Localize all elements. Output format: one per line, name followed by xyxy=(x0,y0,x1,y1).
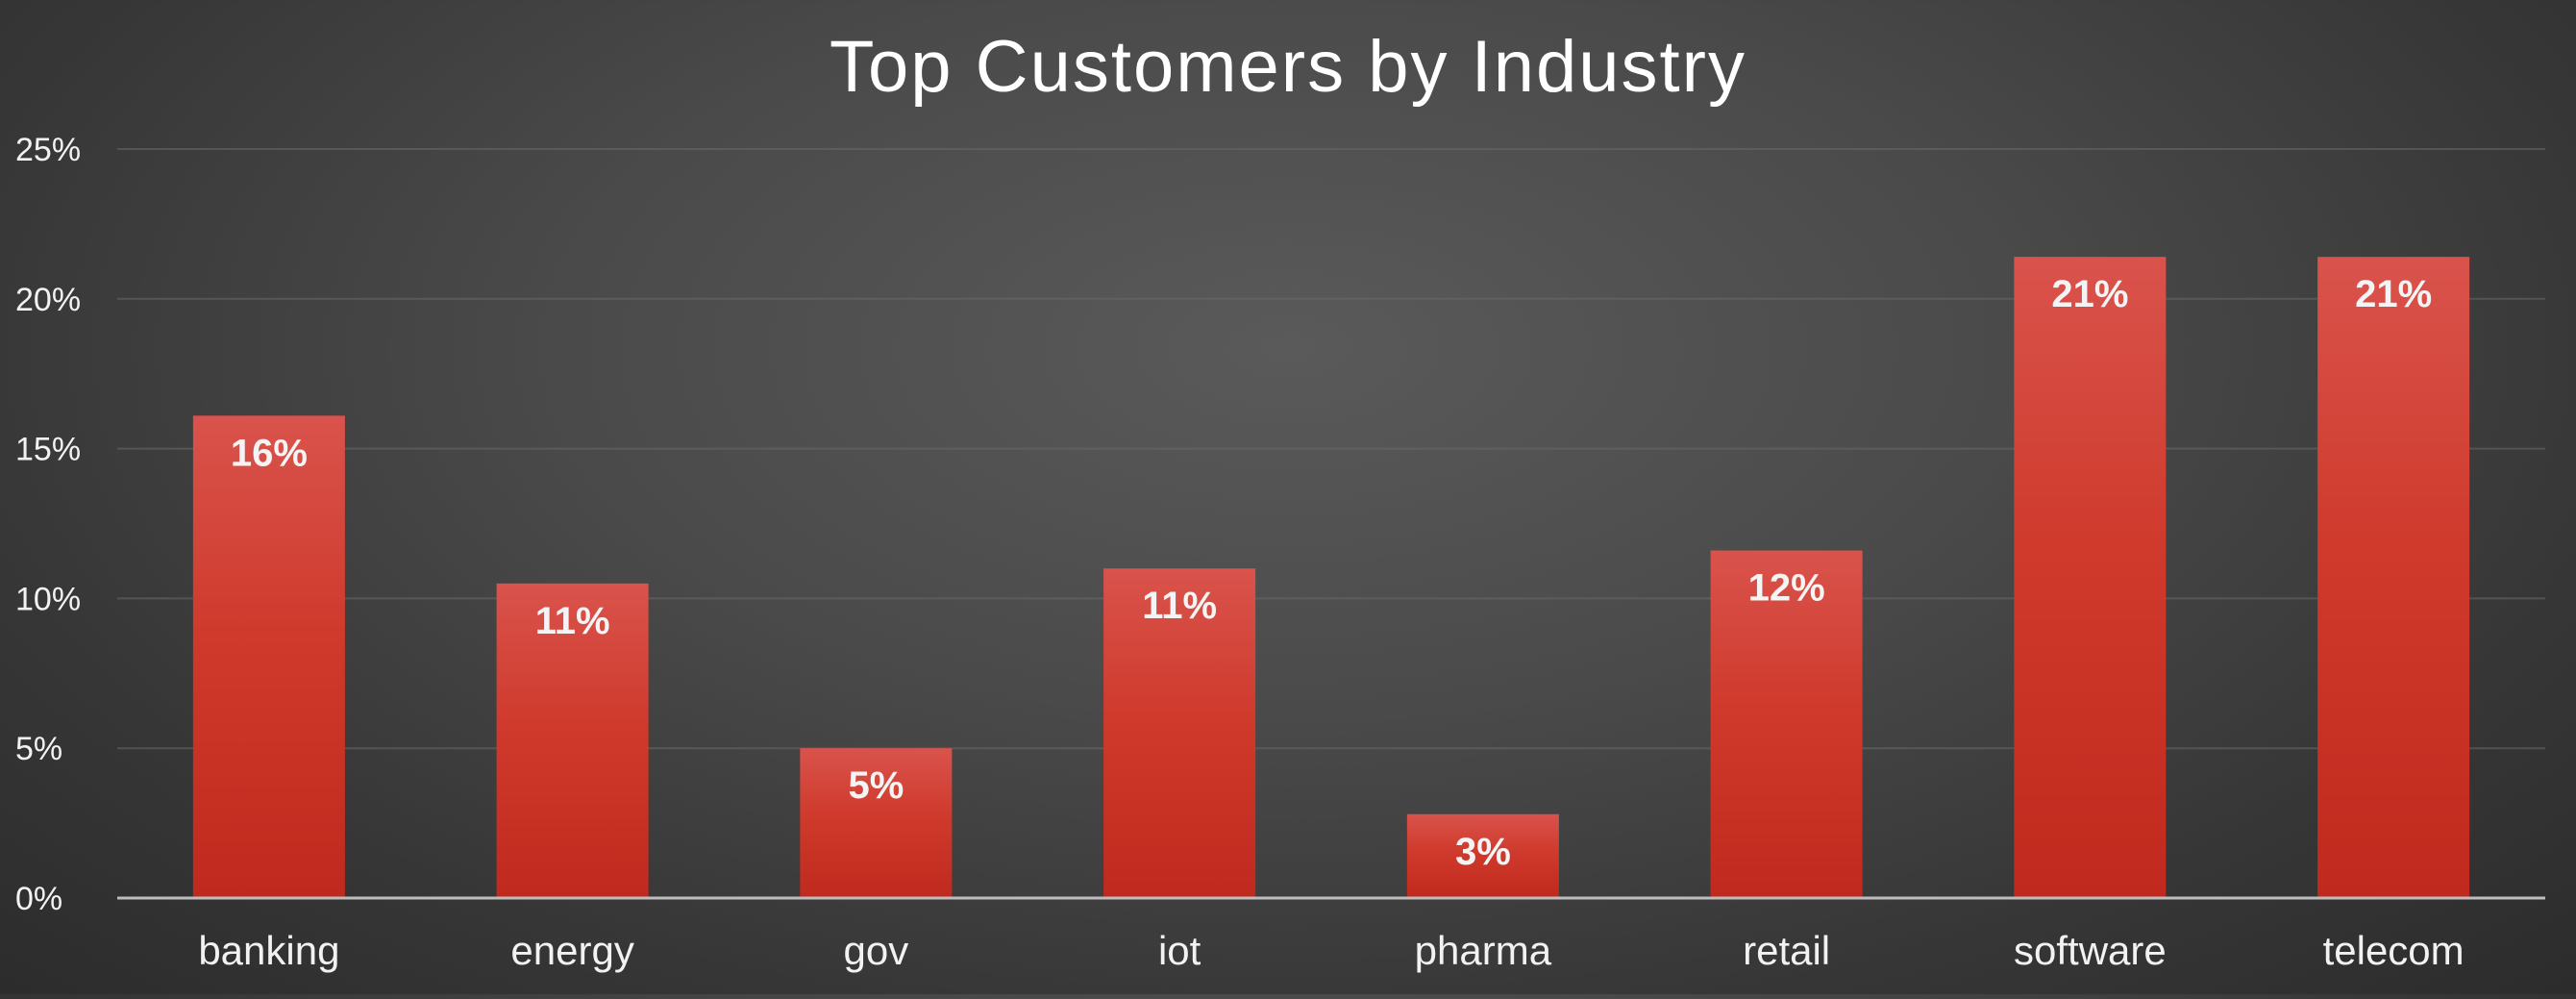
bar-retail xyxy=(1710,550,1863,898)
data-label-gov: 5% xyxy=(848,764,904,807)
bar-software xyxy=(2014,257,2167,898)
data-label-software: 21% xyxy=(2051,273,2128,315)
bars xyxy=(192,257,2470,898)
bar-iot xyxy=(1103,568,1256,898)
y-tick-label: 10% xyxy=(15,581,81,617)
bar-energy xyxy=(496,583,649,898)
x-tick-label-banking: banking xyxy=(198,928,339,973)
gridlines xyxy=(117,148,2545,750)
data-label-pharma: 3% xyxy=(1455,831,1511,873)
data-label-energy: 11% xyxy=(535,600,610,642)
bar-pharma xyxy=(1406,813,1559,898)
y-tick-label: 0% xyxy=(15,881,62,917)
chart-title: Top Customers by Industry xyxy=(830,26,1746,108)
bar-telecom xyxy=(2317,257,2470,898)
data-label-retail: 12% xyxy=(1748,567,1825,610)
x-tick-label-iot: iot xyxy=(1158,928,1201,973)
y-tick-label: 15% xyxy=(15,432,81,468)
y-tick-label: 20% xyxy=(15,282,81,318)
x-axis-ticks: banking energy gov iot pharma retail software t… xyxy=(198,928,2464,973)
bar-gov xyxy=(800,748,953,898)
y-axis-ticks: 0% 5% 10% 15% 20% 25% xyxy=(15,132,81,917)
bar-banking xyxy=(192,415,345,898)
data-label-telecom: 21% xyxy=(2355,273,2432,315)
x-tick-label-retail: retail xyxy=(1743,928,1830,973)
data-labels: 16% 11% 5% 11% 3% 12% 21% 21% xyxy=(231,273,2432,873)
x-tick-label-telecom: telecom xyxy=(2323,928,2465,973)
y-tick-label: 5% xyxy=(15,731,62,767)
y-tick-label: 25% xyxy=(15,132,81,168)
x-tick-label-software: software xyxy=(2014,928,2167,973)
x-tick-label-gov: gov xyxy=(844,928,909,973)
x-tick-label-energy: energy xyxy=(510,928,633,973)
x-tick-label-pharma: pharma xyxy=(1415,928,1552,973)
data-label-iot: 11% xyxy=(1142,585,1217,627)
data-label-banking: 16% xyxy=(231,432,308,474)
